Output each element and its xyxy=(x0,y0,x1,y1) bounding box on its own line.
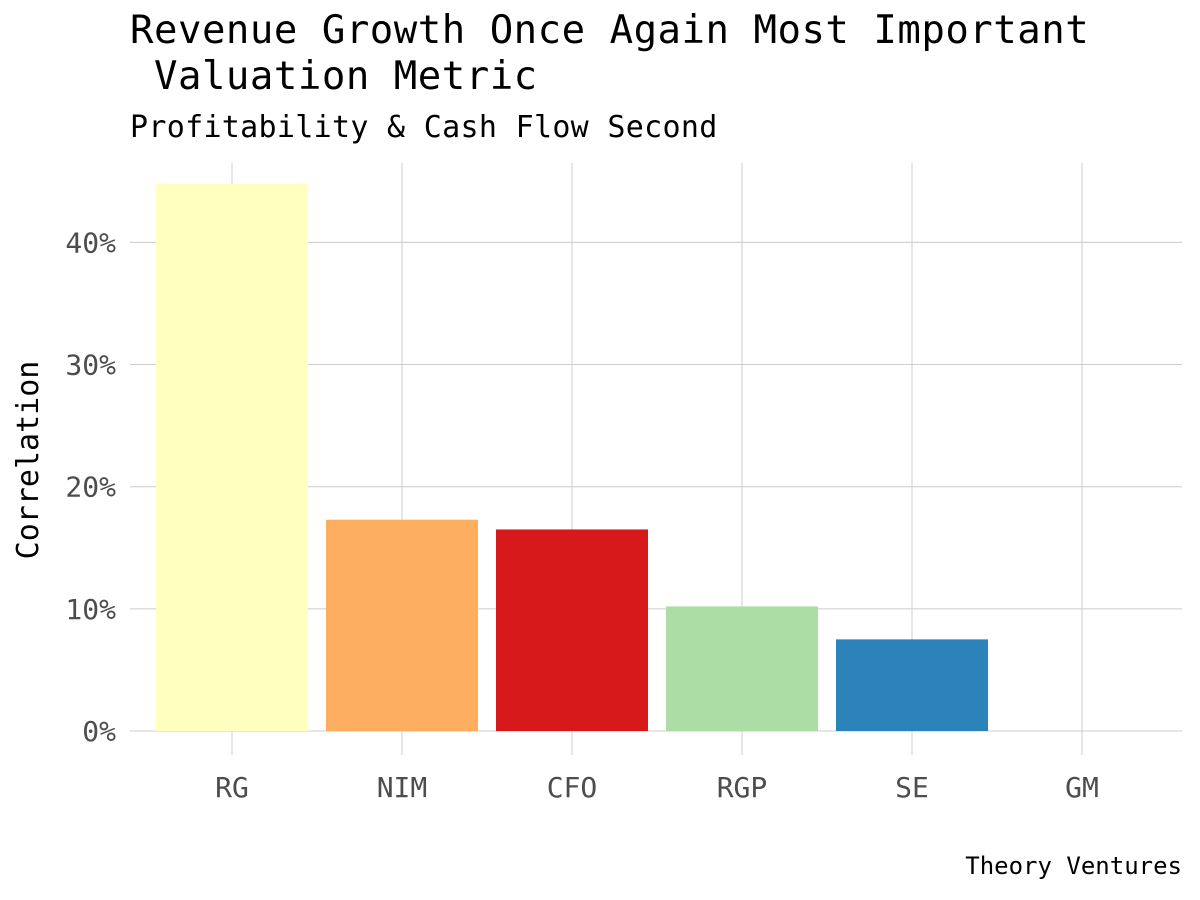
y-tick-label: 40% xyxy=(65,226,116,259)
bar-rgp xyxy=(666,606,818,731)
bar-nim xyxy=(326,519,478,731)
bar-rg xyxy=(156,183,308,731)
y-tick-label: 10% xyxy=(65,593,116,626)
bar-cfo xyxy=(496,529,648,731)
x-tick-label: NIM xyxy=(377,771,428,804)
x-tick-label: SE xyxy=(895,771,929,804)
y-tick-label: 30% xyxy=(65,349,116,382)
bars xyxy=(156,183,988,731)
chart-caption: Theory Ventures xyxy=(965,852,1182,880)
y-axis-label: Correlation xyxy=(11,361,46,560)
bar-se xyxy=(836,639,988,731)
chart-subtitle: Profitability & Cash Flow Second xyxy=(130,110,718,145)
x-tick-label: CFO xyxy=(547,771,598,804)
x-tick-label: GM xyxy=(1065,771,1099,804)
x-tick-label: RGP xyxy=(717,771,768,804)
x-axis-ticks: RG NIM CFO RGP SE GM xyxy=(215,771,1099,804)
x-tick-label: RG xyxy=(215,771,249,804)
y-tick-label: 0% xyxy=(82,715,116,748)
y-axis-ticks: 0% 10% 20% 30% 40% xyxy=(65,226,116,748)
chart-title: Revenue Growth Once Again Most Important… xyxy=(130,8,1090,99)
y-tick-label: 20% xyxy=(65,471,116,504)
